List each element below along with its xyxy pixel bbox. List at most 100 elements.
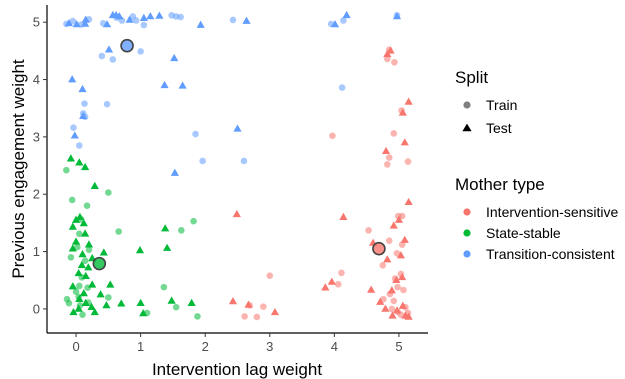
train-point (390, 297, 398, 305)
train-point (266, 272, 274, 279)
train-point (177, 13, 184, 21)
test-point (78, 250, 87, 258)
test-point (400, 138, 409, 146)
test-point (69, 307, 78, 316)
test-point (125, 15, 134, 23)
train-point (338, 269, 345, 277)
train-point (390, 130, 398, 137)
test-point (170, 168, 179, 176)
test-point (79, 289, 88, 297)
centroid-marker (372, 241, 386, 256)
legend-mother-type: Mother type Intervention-sensitive State… (455, 175, 619, 262)
train-point (394, 283, 401, 291)
test-point (330, 20, 340, 28)
test-point (228, 297, 238, 305)
test-point (404, 312, 413, 320)
test-point (392, 275, 401, 284)
test-point (327, 277, 336, 285)
train-point (137, 48, 144, 55)
test-point (81, 15, 90, 23)
test-point (367, 285, 376, 293)
x-tick-label: 4 (331, 339, 338, 354)
test-point (66, 154, 75, 162)
legend-state-stable-key (463, 229, 471, 237)
test-point (376, 297, 385, 305)
test-point (71, 237, 81, 245)
train-point (67, 254, 75, 261)
test-point (270, 307, 280, 316)
y-tick-label: 1 (33, 244, 40, 259)
legend-mother-type-title: Mother type (455, 175, 545, 194)
test-point (102, 20, 112, 28)
train-point (69, 17, 77, 25)
test-point (160, 80, 169, 89)
train-point (83, 202, 91, 209)
test-point (139, 309, 148, 317)
test-point (396, 251, 405, 259)
train-point (229, 16, 237, 24)
train-point (384, 161, 391, 168)
legend-train-key (463, 101, 471, 109)
test-point (115, 12, 124, 20)
train-point (388, 305, 396, 313)
x-tick-label: 5 (395, 339, 402, 354)
legend-split-title: Split (455, 68, 488, 87)
test-point (87, 302, 96, 310)
test-point (146, 12, 155, 20)
y-tick-label: 3 (33, 129, 40, 144)
train-point (260, 303, 267, 310)
test-point (381, 304, 390, 312)
test-point (102, 301, 111, 309)
test-point (135, 246, 145, 254)
test-point (387, 286, 396, 294)
test-point (339, 212, 348, 220)
test-point (136, 298, 145, 306)
legend-test-key (462, 123, 472, 132)
train-point (75, 230, 83, 238)
test-point (383, 255, 392, 263)
test-point (74, 304, 83, 312)
train-point (98, 52, 106, 60)
centroid-marker (92, 256, 107, 271)
test-point (117, 299, 126, 307)
test-point (88, 280, 97, 288)
legend-intervention-sensitive-label: Intervention-sensitive (486, 204, 619, 220)
test-point (233, 124, 242, 132)
test-point (104, 45, 114, 53)
train-point (384, 55, 391, 63)
test-point (167, 296, 176, 304)
test-point (68, 244, 77, 252)
test-point (68, 282, 77, 290)
legend-train-label: Train (486, 97, 517, 113)
test-point (77, 260, 86, 269)
train-point (81, 257, 89, 265)
train-point (68, 196, 76, 204)
test-point (187, 298, 196, 306)
test-point (161, 224, 170, 232)
train-point (72, 288, 80, 296)
y-axis-ticks: 0 1 2 3 4 5 (33, 15, 47, 316)
train-point (115, 228, 122, 235)
test-point (196, 20, 205, 28)
test-point (81, 162, 90, 171)
test-point (68, 75, 77, 83)
train-point (140, 21, 148, 29)
test-point (70, 131, 79, 139)
test-point (163, 243, 172, 251)
train-point (365, 227, 372, 234)
legend-intervention-sensitive-key (463, 208, 471, 216)
test-point (74, 268, 83, 277)
train-point (63, 166, 70, 174)
test-point (386, 46, 395, 54)
centroid-markers (92, 38, 386, 271)
train-point (178, 227, 185, 234)
test-point (388, 311, 397, 319)
train-point (85, 246, 93, 254)
train-point (81, 100, 88, 107)
test-point (79, 219, 88, 227)
train-point (74, 243, 81, 251)
test-point (106, 280, 115, 288)
x-axis-title: Intervention lag weight (152, 360, 322, 379)
test-point (72, 20, 81, 28)
